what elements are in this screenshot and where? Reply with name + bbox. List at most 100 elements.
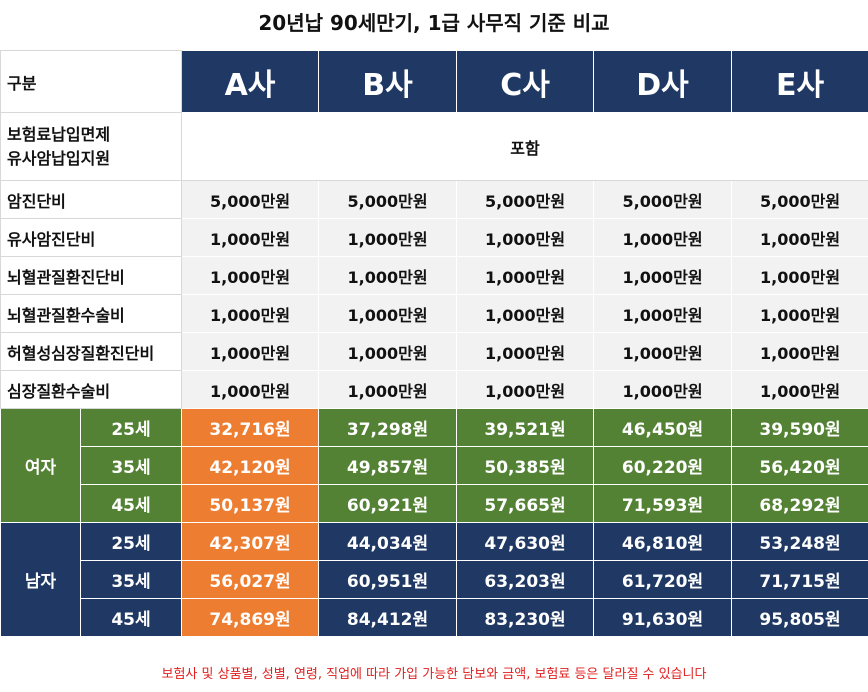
header-row: 구분 A사 B사 C사 D사 E사: [0, 50, 868, 113]
premium-value: 63,203원: [456, 560, 595, 599]
benefit-value: 1,000만원: [181, 370, 320, 409]
benefit-value: 1,000만원: [731, 332, 868, 371]
waiver-label: 보험료납입면제 유사암납입지원: [0, 112, 183, 181]
benefit-label: 유사암진단비: [0, 218, 183, 257]
premium-value: 95,805원: [731, 598, 868, 637]
age-label: 45세: [79, 598, 183, 637]
age-label: 25세: [79, 408, 183, 447]
premium-value: 56,027원: [181, 560, 320, 599]
premium-value: 60,921원: [318, 484, 458, 523]
benefit-label: 뇌혈관질환진단비: [0, 256, 183, 295]
premium-value: 49,857원: [318, 446, 458, 485]
gender-male-label: 남자: [0, 522, 81, 637]
premium-value: 53,248원: [731, 522, 868, 561]
company-c-header: C사: [456, 50, 595, 113]
company-b-header: B사: [318, 50, 458, 113]
premium-value: 83,230원: [456, 598, 595, 637]
premium-value: 68,292원: [731, 484, 868, 523]
waiver-label-line2: 유사암납입지원: [7, 148, 111, 168]
benefit-row: 뇌혈관질환수술비 1,000만원 1,000만원 1,000만원 1,000만원…: [0, 294, 868, 333]
premium-value: 71,715원: [731, 560, 868, 599]
premium-value: 71,593원: [593, 484, 733, 523]
premium-value: 46,810원: [593, 522, 733, 561]
benefit-value: 1,000만원: [318, 332, 458, 371]
benefit-value: 1,000만원: [456, 256, 595, 295]
benefit-label: 뇌혈관질환수술비: [0, 294, 183, 333]
age-label: 35세: [79, 446, 183, 485]
premium-value: 32,716원: [181, 408, 320, 447]
premium-value: 46,450원: [593, 408, 733, 447]
premium-value: 39,590원: [731, 408, 868, 447]
benefit-value: 5,000만원: [731, 180, 868, 219]
premium-row-male: 35세 56,027원 60,951원 63,203원 61,720원 71,7…: [1, 560, 868, 599]
premium-value: 84,412원: [318, 598, 458, 637]
premium-row-male: 남자 25세 42,307원 44,034원 47,630원 46,810원 5…: [0, 522, 868, 637]
premium-value: 42,120원: [181, 446, 320, 485]
benefit-value: 5,000만원: [456, 180, 595, 219]
benefit-value: 1,000만원: [593, 332, 733, 371]
waiver-value: 포함: [181, 112, 868, 181]
company-e-header: E사: [731, 50, 868, 113]
benefit-value: 1,000만원: [318, 370, 458, 409]
benefit-value: 1,000만원: [456, 370, 595, 409]
premium-value: 60,951원: [318, 560, 458, 599]
benefit-value: 5,000만원: [593, 180, 733, 219]
benefit-value: 1,000만원: [181, 332, 320, 371]
premium-value: 47,630원: [456, 522, 595, 561]
benefit-row: 뇌혈관질환진단비 1,000만원 1,000만원 1,000만원 1,000만원…: [0, 256, 868, 295]
benefit-value: 1,000만원: [456, 218, 595, 257]
premium-value: 50,137원: [181, 484, 320, 523]
benefit-row: 허혈성심장질환진단비 1,000만원 1,000만원 1,000만원 1,000…: [0, 332, 868, 371]
premium-value: 57,665원: [456, 484, 595, 523]
waiver-row: 보험료납입면제 유사암납입지원 포함: [0, 112, 868, 181]
premium-row-female: 35세 42,120원 49,857원 50,385원 60,220원 56,4…: [1, 446, 868, 485]
benefit-value: 1,000만원: [456, 332, 595, 371]
premium-row-female: 여자 25세 32,716원 37,298원 39,521원 46,450원 3…: [0, 408, 868, 523]
premium-value: 42,307원: [181, 522, 320, 561]
benefit-value: 1,000만원: [731, 256, 868, 295]
benefit-value: 1,000만원: [318, 256, 458, 295]
benefit-value: 1,000만원: [318, 294, 458, 333]
benefit-value: 1,000만원: [181, 294, 320, 333]
benefit-label: 암진단비: [0, 180, 183, 219]
benefit-row: 유사암진단비 1,000만원 1,000만원 1,000만원 1,000만원 1…: [0, 218, 868, 257]
premium-value: 37,298원: [318, 408, 458, 447]
premium-value: 74,869원: [181, 598, 320, 637]
premium-row-male: 45세 74,869원 84,412원 83,230원 91,630원 95,8…: [1, 598, 868, 637]
premium-value: 61,720원: [593, 560, 733, 599]
benefit-value: 1,000만원: [181, 218, 320, 257]
age-label: 45세: [79, 484, 183, 523]
benefit-value: 1,000만원: [731, 370, 868, 409]
benefit-value: 1,000만원: [593, 294, 733, 333]
age-label: 25세: [79, 522, 183, 561]
benefit-value: 1,000만원: [731, 294, 868, 333]
benefit-value: 1,000만원: [456, 294, 595, 333]
company-a-header: A사: [181, 50, 320, 113]
gender-female-label: 여자: [0, 408, 81, 523]
benefit-value: 1,000만원: [731, 218, 868, 257]
premium-value: 50,385원: [456, 446, 595, 485]
benefit-value: 5,000만원: [318, 180, 458, 219]
benefit-value: 1,000만원: [593, 256, 733, 295]
age-label: 35세: [79, 560, 183, 599]
benefit-label: 심장질환수술비: [0, 370, 183, 409]
premium-value: 39,521원: [456, 408, 595, 447]
page-title: 20년납 90세만기, 1급 사무직 기준 비교: [258, 11, 610, 35]
comparison-table: 구분 A사 B사 C사 D사 E사 보험료납입면제 유사암납입지원 포함 암진단…: [0, 50, 868, 637]
footnote-disclaimer: 보험사 및 상품별, 성별, 연령, 직업에 따라 가입 가능한 담보와 금액,…: [161, 667, 707, 682]
premium-value: 44,034원: [318, 522, 458, 561]
benefit-value: 1,000만원: [318, 218, 458, 257]
company-d-header: D사: [593, 50, 733, 113]
waiver-label-line1: 보험료납입면제: [7, 124, 111, 144]
benefit-value: 1,000만원: [593, 370, 733, 409]
benefit-value: 1,000만원: [593, 218, 733, 257]
premium-value: 91,630원: [593, 598, 733, 637]
benefit-row: 심장질환수술비 1,000만원 1,000만원 1,000만원 1,000만원 …: [0, 370, 868, 409]
benefit-label: 허혈성심장질환진단비: [0, 332, 183, 371]
category-header: 구분: [0, 50, 183, 113]
benefit-value: 5,000만원: [181, 180, 320, 219]
benefit-row: 암진단비 5,000만원 5,000만원 5,000만원 5,000만원 5,0…: [0, 180, 868, 219]
premium-row-female: 45세 50,137원 60,921원 57,665원 71,593원 68,2…: [1, 484, 868, 523]
benefit-value: 1,000만원: [181, 256, 320, 295]
premium-value: 56,420원: [731, 446, 868, 485]
